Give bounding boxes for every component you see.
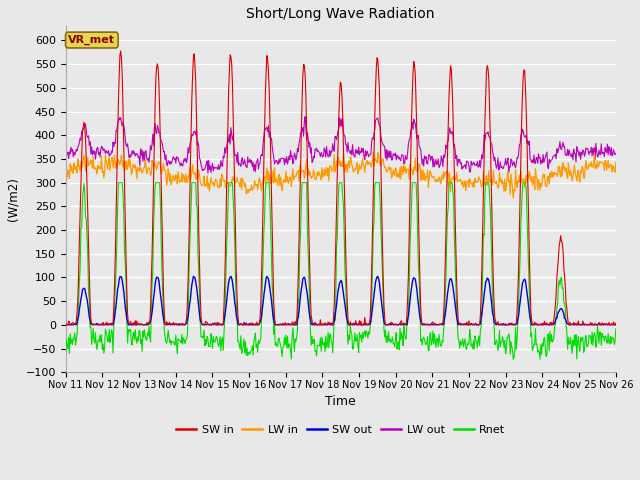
- Text: VR_met: VR_met: [68, 35, 115, 45]
- Title: Short/Long Wave Radiation: Short/Long Wave Radiation: [246, 7, 435, 21]
- Y-axis label: (W/m2): (W/m2): [7, 177, 20, 221]
- X-axis label: Time: Time: [325, 396, 356, 408]
- Legend: SW in, LW in, SW out, LW out, Rnet: SW in, LW in, SW out, LW out, Rnet: [172, 420, 509, 439]
